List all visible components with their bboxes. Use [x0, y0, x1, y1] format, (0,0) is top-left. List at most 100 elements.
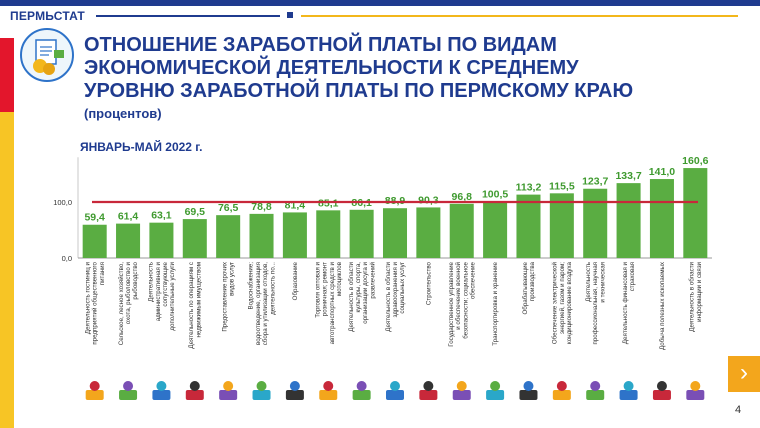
- bar: [616, 183, 641, 258]
- bar: [149, 222, 174, 258]
- page-title: ОТНОШЕНИЕ ЗАРАБОТНОЙ ПЛАТЫ ПО ВИДАМ ЭКОН…: [84, 34, 684, 103]
- x-tick-label-line: и обеспечение военной: [455, 261, 462, 329]
- data-label: 115,5: [549, 180, 575, 192]
- bar: [549, 193, 574, 258]
- x-tick-label: Торговля оптовая и розничная; ремонт автот…: [314, 261, 343, 344]
- data-label: 85,1: [318, 197, 339, 209]
- brand-name: ПЕРМЬСТАТ: [10, 9, 85, 23]
- x-tick-label-line: Деятельность гостиниц и: [84, 261, 91, 334]
- x-tick-label-line: водоотведение, организация: [255, 262, 262, 345]
- x-tick-label-line: культуры, спорта,: [355, 262, 362, 313]
- x-tick-label-line: кондиционирование воздуха: [566, 261, 573, 344]
- x-tick-label-line: страховая: [629, 262, 636, 291]
- bar: [583, 188, 608, 258]
- page-number: 4: [735, 404, 742, 416]
- x-tick-label-line: Торговля оптовая и: [314, 261, 321, 317]
- x-tick-label-line: и техническая: [599, 262, 606, 303]
- bar: [649, 179, 674, 258]
- x-tick-label-line: дополнительные услуги: [169, 261, 176, 330]
- x-tick-label: Деятельность финансовая и страховая: [622, 261, 636, 344]
- bar: [216, 215, 241, 258]
- x-tick-label: Деятельность профессиональная, научная и т…: [585, 262, 606, 345]
- bar: [683, 168, 708, 258]
- x-tick-label-line: Государственное управление: [448, 261, 455, 346]
- x-tick-label: Транспортировка и хранение: [492, 261, 499, 345]
- x-tick-label: Деятельность административная и сопутствую…: [148, 261, 177, 330]
- x-tick-label-line: Деятельность: [585, 262, 592, 302]
- x-tick-label-line: Деятельность в области: [348, 261, 355, 331]
- x-tick-label: Деятельность в области информации и связи: [689, 261, 703, 331]
- bar: [316, 210, 341, 258]
- data-label: 63,1: [151, 210, 172, 222]
- x-tick-label-line: предприятий общественного: [92, 261, 99, 344]
- bar: [483, 201, 508, 258]
- x-tick-label-line: Обрабатывающие: [522, 261, 529, 314]
- x-tick-label-line: социальных услуг: [399, 261, 406, 313]
- bar: [516, 194, 541, 258]
- x-tick-label-line: безопасности; социальное: [462, 261, 469, 338]
- bar-chart: 0,0 100,0 59,4 Деятельность гостиниц и предп…: [53, 155, 712, 350]
- data-label: 69,5: [185, 206, 206, 218]
- x-tick-label: Предоставление прочих видов услуг: [222, 261, 236, 332]
- x-tick-label-line: Водоснабжение;: [248, 262, 255, 310]
- bar: [82, 224, 107, 258]
- bar: [182, 219, 207, 258]
- x-tick-label-line: здравоохранения и: [392, 261, 399, 317]
- data-label: 113,2: [516, 182, 542, 194]
- x-tick-label-line: сопутствующие: [162, 261, 169, 306]
- x-tick-label-line: энергией, газом и паром;: [559, 262, 566, 334]
- x-tick-label: Деятельность по операциям с недвижимым им…: [188, 262, 202, 349]
- x-tick-label-line: Образование: [292, 261, 299, 300]
- next-slide-button[interactable]: ›: [728, 356, 760, 392]
- data-label: 78,8: [251, 201, 272, 213]
- x-tick-label-line: Деятельность в области: [689, 261, 696, 331]
- bar: [416, 207, 441, 258]
- chevron-right-icon: ›: [740, 359, 748, 386]
- x-tick-label-line: Транспортировка и хранение: [492, 261, 499, 345]
- left-stripe-red: [0, 38, 14, 112]
- y-tick-label: 0,0: [62, 254, 72, 263]
- bar: [249, 213, 274, 258]
- data-label: 96,8: [452, 191, 473, 203]
- x-tick-label: Сельское, лесное хозяйство, охота, рыболо…: [118, 261, 139, 345]
- x-tick-label-line: Обеспечение электрической: [552, 261, 559, 344]
- x-tick-label-line: профессиональная, научная: [592, 262, 599, 345]
- data-label: 123,7: [582, 176, 608, 188]
- x-tick-label-line: мотоциклов: [336, 261, 343, 296]
- bar: [382, 208, 408, 258]
- x-tick-label-line: Деятельность финансовая и: [622, 261, 629, 344]
- data-label: 59,4: [84, 212, 105, 224]
- header-accent-line: [301, 15, 738, 17]
- title-line-1: ОТНОШЕНИЕ ЗАРАБОТНОЙ ПЛАТЫ ПО ВИДАМ: [84, 34, 557, 56]
- x-tick-label-line: Сельское, лесное хозяйство,: [118, 262, 125, 346]
- x-tick-label: Образование: [292, 261, 299, 300]
- bar: [449, 203, 474, 258]
- header-line: [96, 15, 280, 17]
- bar: [349, 209, 374, 258]
- x-tick-label-line: Строительство: [425, 261, 432, 305]
- y-tick-label: 100,0: [53, 198, 72, 207]
- x-tick-label-line: Деятельность по операциям с: [188, 262, 195, 349]
- x-tick-label-line: розничная; ремонт: [322, 262, 329, 316]
- x-tick-label-line: Предоставление прочих: [222, 261, 229, 332]
- x-tick-label: Деятельность в области культуры, спорта, о…: [348, 261, 377, 331]
- data-label: 61,4: [118, 211, 139, 223]
- x-tick-label-line: Добыча полезных ископаемых: [659, 261, 666, 350]
- title-line-2: ЭКОНОМИЧЕСКОЙ ДЕЯТЕЛЬНОСТИ К СРЕДНЕМУ: [84, 57, 579, 79]
- x-tick-label-line: Деятельность: [148, 262, 155, 302]
- left-stripe-yellow: [0, 112, 14, 428]
- x-tick-label-line: видов услуг: [229, 261, 236, 296]
- x-tick-label-line: охота, рыболовство и: [125, 261, 132, 324]
- data-label: 160,6: [682, 155, 708, 167]
- statistics-logo-icon: [20, 28, 74, 82]
- top-bar: [0, 0, 760, 6]
- period-label: ЯНВАРЬ-МАЙ 2022 г.: [80, 140, 203, 154]
- x-tick-label: Водоснабжение; водоотведение, организация…: [248, 262, 277, 346]
- x-tick-label: Обеспечение электрической энергией, газом…: [552, 261, 573, 344]
- x-tick-label-line: автотранспортных средств и: [329, 261, 336, 344]
- x-tick-label-line: информации и связи: [696, 261, 703, 321]
- x-tick-label-line: питания: [99, 262, 106, 285]
- x-tick-label-line: административная и: [155, 261, 162, 321]
- data-label: 90,3: [418, 194, 439, 206]
